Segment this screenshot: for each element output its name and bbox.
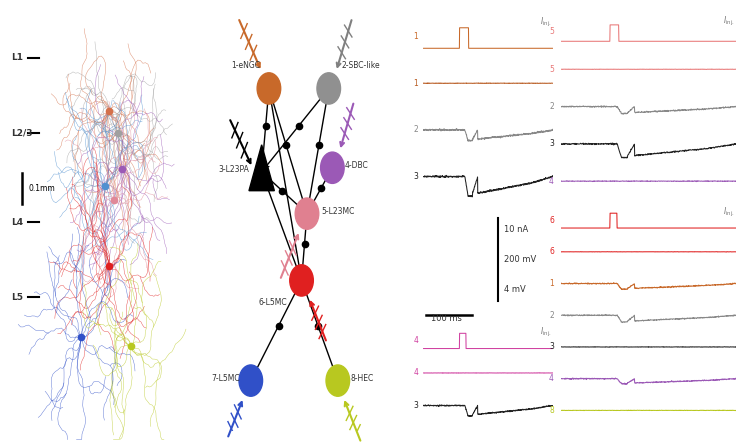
Text: 3-L23PA: 3-L23PA [218,165,249,174]
Text: L4: L4 [11,218,23,226]
Text: 2: 2 [414,125,418,135]
Ellipse shape [290,265,313,296]
Text: 6-L5MC: 6-L5MC [258,298,286,308]
Text: 4 mV: 4 mV [503,285,525,294]
Text: 2: 2 [549,311,554,320]
Text: 3: 3 [549,342,554,352]
Text: 4: 4 [549,374,554,383]
Text: 4-DBC: 4-DBC [345,161,369,170]
Ellipse shape [320,152,344,183]
Text: 5-L23MC: 5-L23MC [321,206,355,216]
Text: 0.1mm: 0.1mm [28,184,55,193]
Text: L1: L1 [11,53,23,62]
Text: $I_\mathsf{inj.}$: $I_\mathsf{inj.}$ [723,15,735,28]
Text: 3: 3 [413,401,418,410]
Text: 3: 3 [549,139,554,148]
Text: 3: 3 [413,172,418,181]
Ellipse shape [317,73,340,104]
Text: $I_\mathsf{inj.}$: $I_\mathsf{inj.}$ [539,16,551,29]
Text: 7-L5MC: 7-L5MC [211,373,240,383]
Text: 10 nA: 10 nA [503,225,528,234]
Text: 1: 1 [549,279,554,288]
Text: 4: 4 [549,177,554,186]
Polygon shape [249,145,275,191]
Text: 4: 4 [413,336,418,345]
Text: L5: L5 [11,293,23,302]
Text: 100 ms: 100 ms [431,314,462,323]
Text: 6: 6 [549,216,554,225]
Text: 5: 5 [549,65,554,74]
Text: 1-eNGC: 1-eNGC [231,60,260,70]
Ellipse shape [257,73,280,104]
Text: 2: 2 [549,102,554,111]
Text: 1: 1 [414,79,418,88]
Text: $I_\mathsf{inj.}$: $I_\mathsf{inj.}$ [539,326,551,339]
Ellipse shape [326,365,349,396]
Text: 8: 8 [549,406,554,415]
Text: 2-SBC-like: 2-SBC-like [341,60,380,70]
Text: $I_\mathsf{inj.}$: $I_\mathsf{inj.}$ [723,206,735,219]
Ellipse shape [295,198,319,229]
Text: 8-HEC: 8-HEC [351,373,374,383]
Text: 200 mV: 200 mV [503,255,536,264]
Ellipse shape [239,365,263,396]
Text: 1: 1 [414,32,418,41]
Text: 6: 6 [549,247,554,256]
Text: L2/3: L2/3 [11,129,33,138]
Text: 4: 4 [413,369,418,377]
Text: 5: 5 [549,28,554,36]
